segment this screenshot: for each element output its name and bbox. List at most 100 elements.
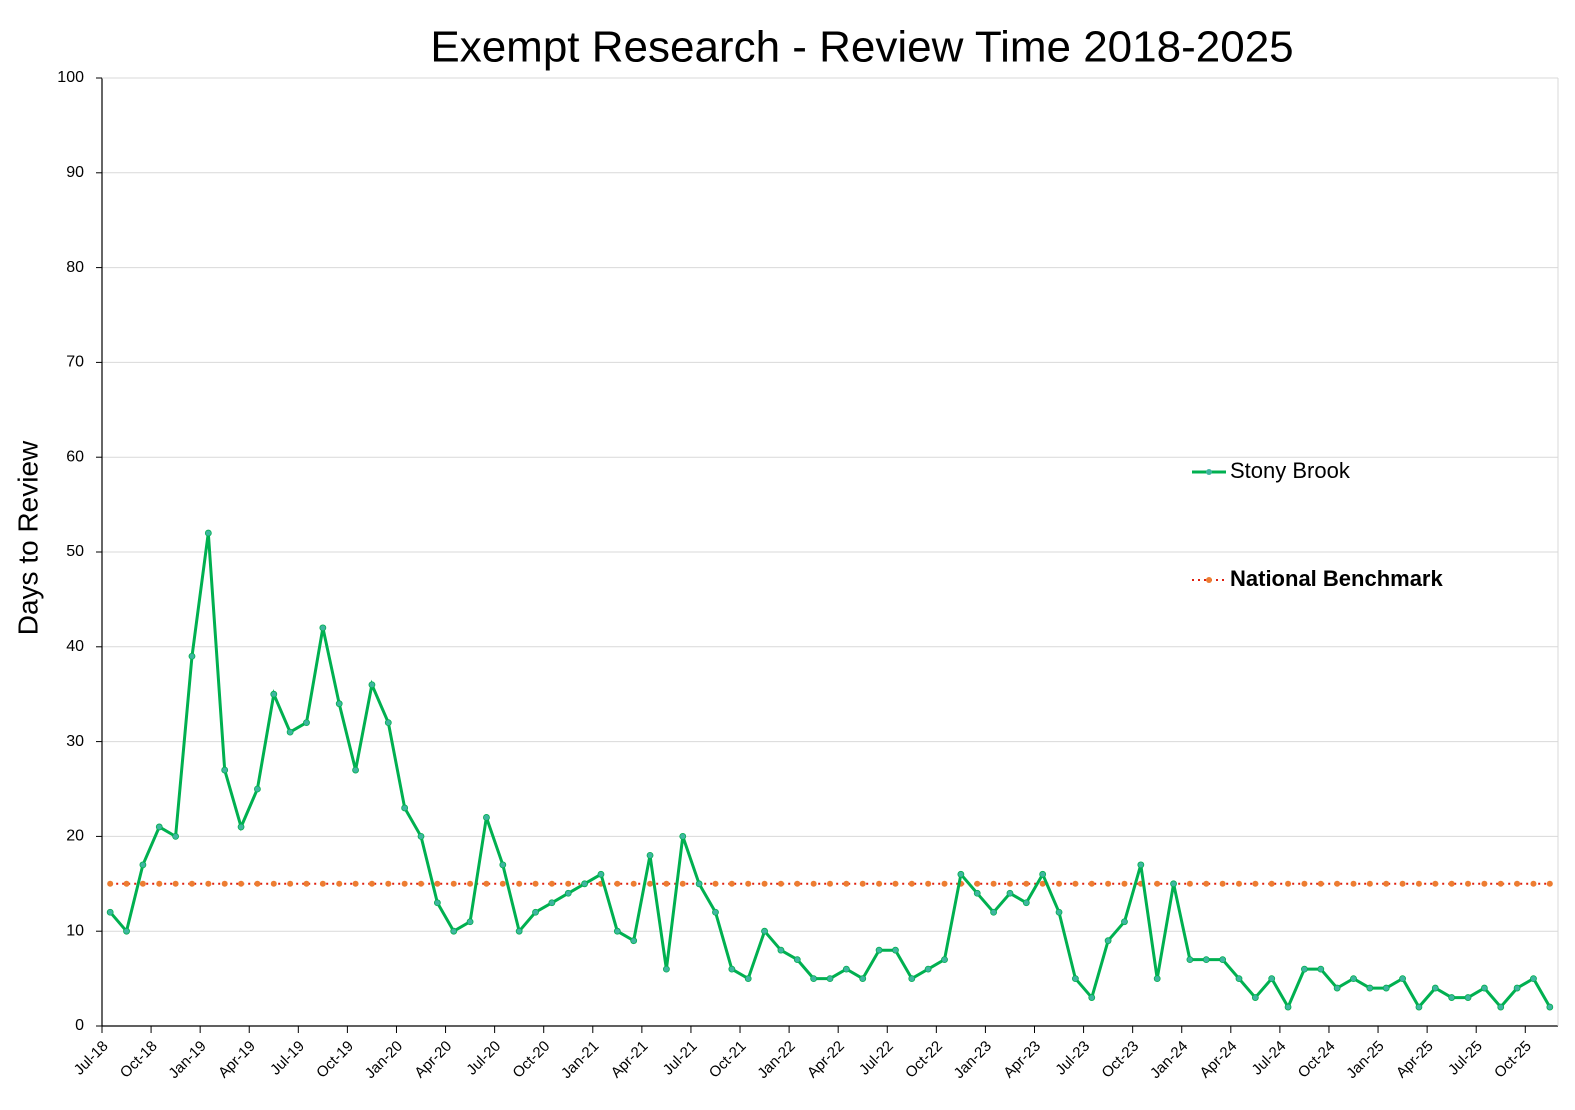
data-point	[1465, 880, 1472, 887]
data-point	[204, 529, 212, 537]
legend-marker	[1206, 469, 1212, 475]
data-point	[270, 880, 277, 887]
x-tick-label: Jan-21	[558, 1038, 602, 1082]
data-point	[925, 880, 932, 887]
data-point	[744, 975, 752, 982]
data-point	[794, 880, 801, 887]
data-point	[548, 899, 556, 907]
data-point	[1399, 975, 1406, 982]
x-tick-label: Apr-24	[1197, 1038, 1241, 1082]
data-point	[254, 785, 261, 793]
data-point	[319, 880, 326, 887]
data-point	[597, 870, 605, 878]
data-point	[467, 880, 474, 887]
data-point	[614, 880, 621, 887]
data-point	[1432, 880, 1439, 887]
y-tick-label: 0	[75, 1017, 84, 1034]
data-point	[712, 908, 719, 916]
data-point	[1284, 1003, 1292, 1011]
data-point	[777, 946, 785, 954]
x-tick-label: Jan-25	[1343, 1038, 1387, 1082]
y-tick-label: 70	[66, 354, 84, 371]
data-point	[1383, 880, 1390, 887]
data-point	[941, 880, 948, 887]
data-point	[254, 880, 261, 887]
data-point	[630, 937, 638, 945]
data-point	[1480, 984, 1488, 992]
data-point	[1088, 880, 1095, 887]
data-point	[1072, 880, 1079, 887]
y-tick-label: 20	[66, 828, 84, 845]
data-point	[712, 880, 719, 887]
x-tick-label: Oct-20	[509, 1038, 553, 1082]
data-point	[843, 880, 850, 887]
data-point	[450, 927, 458, 935]
y-axis-label: Days to Review	[12, 440, 43, 635]
data-point	[516, 880, 523, 887]
data-point	[1154, 880, 1161, 887]
data-point	[139, 861, 147, 869]
x-tick-label: Jul-22	[856, 1038, 897, 1079]
x-tick-label: Jul-25	[1445, 1038, 1486, 1079]
data-point	[336, 880, 343, 887]
data-point	[613, 927, 621, 935]
data-point	[172, 880, 179, 887]
data-point	[401, 804, 409, 812]
data-point	[548, 880, 555, 887]
data-point	[1530, 880, 1537, 887]
data-point	[205, 880, 212, 887]
data-point	[1251, 994, 1259, 1001]
series-line	[109, 532, 1552, 1011]
data-point	[418, 880, 425, 887]
y-tick-label: 30	[66, 733, 84, 750]
x-tick-label: Apr-20	[411, 1038, 455, 1082]
data-point	[237, 823, 245, 831]
legend-label: National Benchmark	[1230, 566, 1443, 591]
data-point	[123, 927, 130, 935]
x-tick-label: Oct-21	[706, 1038, 750, 1082]
data-point	[450, 880, 457, 887]
data-point	[1497, 1003, 1505, 1011]
data-point	[728, 880, 735, 887]
data-point	[761, 927, 768, 935]
data-point	[892, 946, 899, 954]
data-point	[1382, 984, 1390, 992]
data-point	[1448, 880, 1455, 887]
x-tick-label: Jan-24	[1147, 1038, 1191, 1082]
data-point	[1366, 984, 1374, 992]
data-point	[1039, 870, 1047, 878]
data-point	[107, 880, 114, 887]
x-tick-label: Apr-23	[1000, 1038, 1044, 1082]
data-point	[434, 880, 441, 887]
x-tick-label: Jul-24	[1249, 1038, 1290, 1079]
data-point	[466, 918, 474, 926]
data-point	[368, 880, 375, 887]
data-point	[1022, 899, 1030, 907]
data-point	[1415, 880, 1422, 887]
data-point	[908, 880, 915, 887]
data-point	[1219, 880, 1226, 887]
data-point	[777, 880, 784, 887]
data-point	[335, 700, 343, 708]
data-point	[123, 880, 130, 887]
data-point	[172, 833, 180, 840]
data-point	[221, 766, 229, 774]
data-point	[483, 880, 490, 887]
data-point	[156, 880, 163, 887]
data-point	[908, 975, 916, 982]
data-point	[1350, 975, 1357, 982]
data-point	[761, 880, 768, 887]
data-point	[1071, 975, 1079, 982]
data-point	[433, 899, 441, 907]
legend-marker	[1206, 577, 1212, 583]
y-tick-label: 10	[66, 922, 84, 939]
data-point	[581, 880, 589, 888]
data-point	[1333, 984, 1341, 992]
data-point	[1514, 880, 1521, 887]
data-point	[1104, 937, 1112, 945]
x-tick-label: Jul-19	[267, 1038, 308, 1079]
data-point	[499, 861, 507, 869]
data-point	[630, 880, 637, 887]
data-point	[924, 965, 932, 973]
